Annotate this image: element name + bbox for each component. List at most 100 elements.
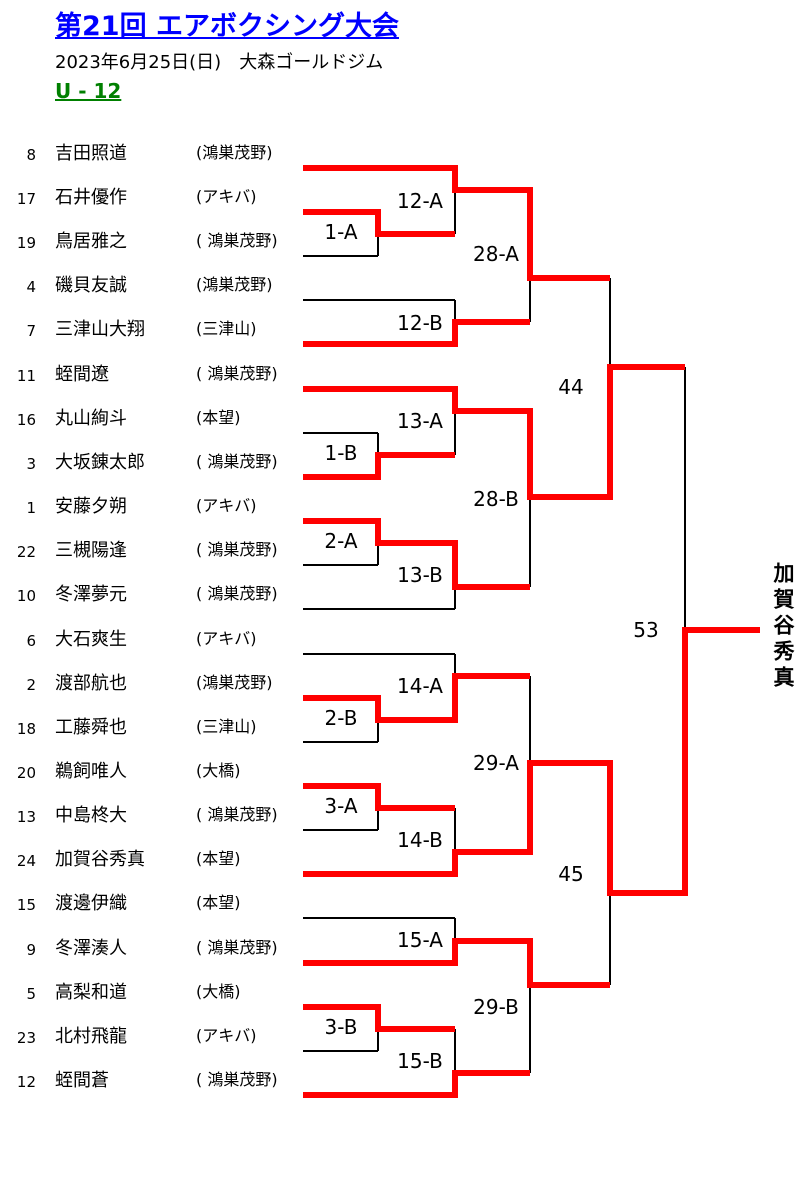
winner-path-hiruma-aoi: [303, 1070, 530, 1098]
winner-path-fuyusawa: [303, 938, 610, 988]
player-name: 渡部航也: [55, 673, 127, 694]
player-row: 9 冬澤湊人 ( 鴻巣茂野): [0, 934, 300, 960]
winner-path-ukai: [303, 783, 455, 811]
winner-path-ando: [303, 518, 530, 590]
player-club: ( 鴻巣茂野): [196, 231, 278, 250]
player-club: (アキバ): [196, 187, 257, 206]
player-row: 6 大石爽生 (アキバ): [0, 625, 300, 651]
player-seed: 18: [16, 720, 36, 738]
player-row: 13 中島柊大 ( 鴻巣茂野): [0, 801, 300, 827]
player-club: ( 鴻巣茂野): [196, 452, 278, 471]
player-row: 10 冬澤夢元 ( 鴻巣茂野): [0, 580, 300, 606]
player-club: ( 鴻巣茂野): [196, 1070, 278, 1089]
player-name: 三津山大翔: [55, 319, 145, 340]
player-seed: 19: [16, 234, 36, 252]
winner-path-hiruma-ryo: [303, 364, 685, 500]
player-name: 加賀谷秀真: [55, 849, 145, 870]
player-club: (アキバ): [196, 629, 257, 648]
player-seed: 16: [16, 411, 36, 429]
player-name: 中島柊大: [55, 805, 127, 826]
player-row: 4 磯貝友誠 (鴻巣茂野): [0, 271, 300, 297]
player-name: 冬澤湊人: [55, 938, 127, 959]
player-club: (大橋): [196, 982, 241, 1001]
player-row: 23 北村飛龍 (アキバ): [0, 1022, 300, 1048]
match-label-1A: 1-A: [324, 220, 358, 244]
player-club: ( 鴻巣茂野): [196, 540, 278, 559]
match-label-3B: 3-B: [324, 1015, 358, 1039]
category-label[interactable]: U - 12: [55, 79, 122, 103]
player-row: 1 安藤夕朔 (アキバ): [0, 492, 300, 518]
player-seed: 2: [26, 676, 36, 694]
player-row: 12 蛭間蒼 ( 鴻巣茂野): [0, 1066, 300, 1092]
player-club: (本望): [196, 893, 241, 912]
player-seed: 17: [16, 190, 36, 208]
player-name: 蛭間遼: [55, 364, 109, 385]
winner-path-yoshida: [303, 165, 610, 281]
player-club: ( 鴻巣茂野): [196, 805, 278, 824]
player-row: 5 高梨和道 (大橋): [0, 978, 300, 1004]
winner-path-takanashi: [303, 1004, 455, 1032]
player-seed: 4: [26, 278, 36, 296]
player-name: 三槻陽逢: [55, 540, 127, 561]
match-label-2A: 2-A: [324, 529, 358, 553]
player-row: 8 吉田照道 (鴻巣茂野): [0, 139, 300, 165]
match-label-15B: 15-B: [397, 1049, 443, 1073]
player-seed: 6: [26, 632, 36, 650]
player-club: (三津山): [196, 319, 257, 338]
match-label-45: 45: [558, 862, 584, 886]
player-row: 16 丸山絢斗 (本望): [0, 404, 300, 430]
match-label-28B: 28-B: [473, 487, 519, 511]
match-label-12A: 12-A: [397, 189, 443, 213]
player-seed: 22: [16, 543, 36, 561]
champion-name: 加賀谷秀真: [771, 562, 795, 692]
player-row: 15 渡邊伊織 (本望): [0, 889, 300, 915]
match-label-2B: 2-B: [324, 706, 358, 730]
player-club: (アキバ): [196, 1026, 257, 1045]
match-label-53: 53: [633, 618, 659, 642]
player-club: (鴻巣茂野): [196, 143, 273, 162]
player-seed: 9: [26, 941, 36, 959]
winner-path-osaka: [303, 452, 455, 480]
player-name: 冬澤夢元: [55, 584, 127, 605]
match-label-14B: 14-B: [397, 828, 443, 852]
match-label-13B: 13-B: [397, 563, 443, 587]
match-label-29B: 29-B: [473, 995, 519, 1019]
player-name: 蛭間蒼: [55, 1070, 109, 1091]
player-name: 磯貝友誠: [55, 275, 127, 296]
player-row: 7 三津山大翔 (三津山): [0, 315, 300, 341]
match-label-12B: 12-B: [397, 311, 443, 335]
player-seed: 5: [26, 985, 36, 1003]
match-label-14A: 14-A: [397, 674, 443, 698]
loser-lines: [303, 190, 686, 1073]
player-club: (三津山): [196, 717, 257, 736]
player-row: 24 加賀谷秀真 (本望): [0, 845, 300, 871]
player-name: 鵜飼唯人: [55, 761, 127, 782]
player-club: ( 鴻巣茂野): [196, 938, 278, 957]
player-row: 20 鵜飼唯人 (大橋): [0, 757, 300, 783]
winner-path-watabe: [303, 673, 530, 723]
player-seed: 1: [26, 499, 36, 517]
date-venue: 2023年6月25日(日) 大森ゴールドジム: [55, 52, 384, 73]
tournament-title[interactable]: 第21回 エアボクシング大会: [55, 11, 399, 42]
player-row: 22 三槻陽逢 ( 鴻巣茂野): [0, 536, 300, 562]
match-label-3A: 3-A: [324, 794, 358, 818]
player-club: (大橋): [196, 761, 241, 780]
player-row: 2 渡部航也 (鴻巣茂野): [0, 669, 300, 695]
match-label-29A: 29-A: [473, 751, 519, 775]
player-seed: 8: [26, 146, 36, 164]
player-club: (本望): [196, 408, 241, 427]
player-seed: 10: [16, 587, 36, 605]
player-club: (アキバ): [196, 496, 257, 515]
winner-path-ishii: [303, 209, 455, 237]
player-name: 大坂錬太郎: [55, 452, 145, 473]
player-club: ( 鴻巣茂野): [196, 584, 278, 603]
player-row: 3 大坂錬太郎 ( 鴻巣茂野): [0, 448, 300, 474]
player-row: 19 鳥居雅之 ( 鴻巣茂野): [0, 227, 300, 253]
player-row: 11 蛭間遼 ( 鴻巣茂野): [0, 360, 300, 386]
match-label-15A: 15-A: [397, 928, 443, 952]
player-seed: 24: [16, 852, 36, 870]
player-name: 工藤舜也: [55, 717, 127, 738]
player-name: 吉田照道: [55, 143, 127, 164]
